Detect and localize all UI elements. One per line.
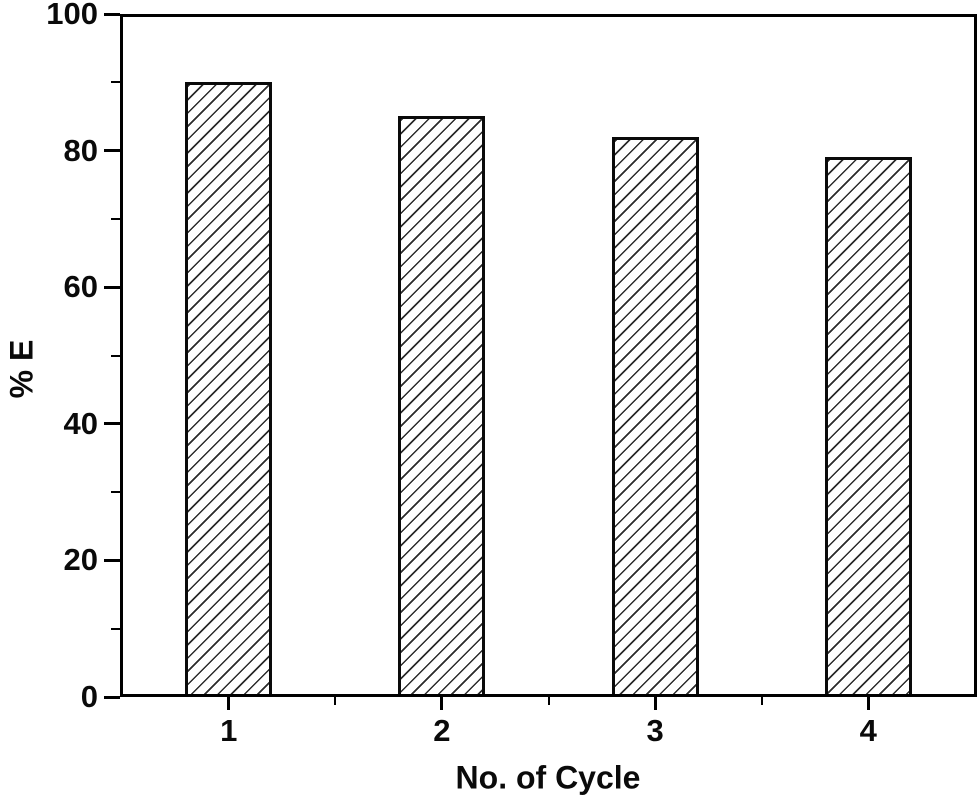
bar-cycle-1 bbox=[185, 82, 273, 697]
y-axis-title: % E bbox=[3, 339, 40, 399]
y-tick-label: 60 bbox=[63, 269, 98, 305]
x-major-tick bbox=[227, 697, 231, 710]
bar-cycle-2 bbox=[398, 116, 486, 697]
x-axis-title: No. of Cycle bbox=[455, 759, 641, 796]
x-minor-tick bbox=[334, 697, 337, 705]
y-major-tick bbox=[104, 285, 120, 289]
x-tick-label: 1 bbox=[220, 713, 238, 748]
y-minor-tick bbox=[111, 354, 120, 357]
y-major-tick bbox=[104, 422, 120, 426]
y-major-tick bbox=[104, 149, 120, 153]
y-minor-tick bbox=[111, 81, 120, 84]
x-tick-label: 2 bbox=[433, 713, 451, 748]
x-tick-label: 4 bbox=[859, 713, 877, 748]
y-tick-label: 100 bbox=[46, 0, 98, 31]
y-minor-tick bbox=[111, 627, 120, 630]
x-major-tick bbox=[440, 697, 444, 710]
x-major-tick bbox=[866, 697, 870, 710]
bar-cycle-4 bbox=[824, 157, 912, 697]
y-minor-tick bbox=[111, 491, 120, 494]
y-minor-tick bbox=[111, 217, 120, 220]
y-tick-label: 40 bbox=[63, 405, 98, 441]
x-tick-label: 3 bbox=[646, 713, 664, 748]
x-minor-tick bbox=[760, 697, 763, 705]
y-major-tick bbox=[104, 695, 120, 699]
y-tick-label: 80 bbox=[63, 132, 98, 168]
y-major-tick bbox=[104, 558, 120, 562]
x-major-tick bbox=[653, 697, 657, 710]
y-major-tick bbox=[104, 12, 120, 16]
y-tick-label: 0 bbox=[80, 679, 98, 714]
y-tick-label: 20 bbox=[63, 542, 98, 578]
x-minor-tick bbox=[547, 697, 550, 705]
bar-cycle-3 bbox=[611, 136, 699, 697]
